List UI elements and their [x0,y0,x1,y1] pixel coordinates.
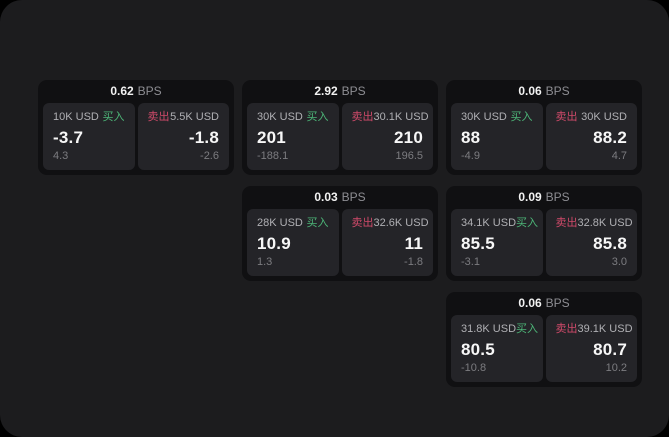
bps-unit-label: BPS [137,84,162,98]
quote-card: 0.62 BPS 10K USD 买入 -3.7 4.3 卖出 5.5K USD [38,80,234,175]
card-header: 0.62 BPS [43,80,229,103]
buy-delta: -4.9 [461,150,480,162]
bps-value: 0.06 [518,296,542,310]
sell-delta: -2.6 [200,150,219,162]
buy-tag: 买入 [102,111,125,123]
quote-card: 0.09 BPS 34.1K USD 买入 85.5 -3.1 卖出 32.8K… [446,186,642,281]
card-body: 31.8K USD 买入 80.5 -10.8 卖出 39.1K USD 80.… [451,315,637,382]
buy-pane[interactable]: 30K USD 买入 201 -188.1 [247,103,339,170]
buy-price: 80.5 [461,340,495,359]
bps-unit-label: BPS [341,84,366,98]
buy-delta: -188.1 [257,150,289,162]
sell-pane[interactable]: 卖出 30.1K USD 210 196.5 [341,103,433,170]
buy-tag: 买入 [510,111,533,123]
buy-size: 30K USD [461,111,507,123]
buy-pane[interactable]: 10K USD 买入 -3.7 4.3 [43,103,135,170]
sell-tag: 卖出 [555,217,578,229]
bps-value: 0.06 [518,84,542,98]
buy-price: 10.9 [257,234,291,253]
sell-tag: 卖出 [351,217,374,229]
quotes-grid: 0.62 BPS 10K USD 买入 -3.7 4.3 卖出 5.5K USD [38,80,642,387]
card-header: 0.06 BPS [451,80,637,103]
buy-delta: -10.8 [461,362,487,374]
sell-delta: 196.5 [395,150,423,162]
sell-tag: 卖出 [147,111,170,123]
sell-size: 32.6K USD [373,217,429,229]
sell-tag: 卖出 [555,323,578,335]
sell-tag: 卖出 [351,111,374,123]
sell-pane[interactable]: 卖出 32.8K USD 85.8 3.0 [545,209,637,276]
card-body: 30K USD 买入 201 -188.1 卖出 30.1K USD 210 1… [247,103,433,170]
sell-delta: 10.2 [605,362,627,374]
card-body: 28K USD 买入 10.9 1.3 卖出 32.6K USD 11 -1.8 [247,209,433,276]
sell-price: 11 [404,234,423,253]
buy-size: 31.8K USD [461,323,517,335]
card-header: 0.06 BPS [451,292,637,315]
sell-delta: 3.0 [611,256,627,268]
buy-delta: 1.3 [257,256,273,268]
buy-tag: 买入 [306,111,329,123]
buy-pane[interactable]: 31.8K USD 买入 80.5 -10.8 [451,315,543,382]
card-body: 10K USD 买入 -3.7 4.3 卖出 5.5K USD -1.8 -2.… [43,103,229,170]
sell-price: 80.7 [593,340,627,359]
sell-price: 85.8 [593,234,627,253]
sell-price: 88.2 [593,128,627,147]
buy-size: 30K USD [257,111,303,123]
buy-pane[interactable]: 34.1K USD 买入 85.5 -3.1 [451,209,543,276]
buy-tag: 买入 [306,217,329,229]
buy-price: 88 [461,128,481,147]
sell-pane[interactable]: 卖出 32.6K USD 11 -1.8 [341,209,433,276]
buy-delta: -3.1 [461,256,480,268]
sell-pane[interactable]: 卖出 5.5K USD -1.8 -2.6 [137,103,229,170]
sell-pane[interactable]: 卖出 39.1K USD 80.7 10.2 [545,315,637,382]
buy-price: 85.5 [461,234,495,253]
card-header: 2.92 BPS [247,80,433,103]
quote-card: 2.92 BPS 30K USD 买入 201 -188.1 卖出 30.1K … [242,80,438,175]
buy-tag: 买入 [516,217,539,229]
buy-tag: 买入 [516,323,539,335]
buy-pane[interactable]: 28K USD 买入 10.9 1.3 [247,209,339,276]
bps-value: 0.09 [518,190,542,204]
sell-tag: 卖出 [555,111,578,123]
sell-delta: -1.8 [404,256,423,268]
buy-size: 28K USD [257,217,303,229]
bps-unit-label: BPS [545,84,570,98]
buy-delta: 4.3 [53,150,69,162]
card-header: 0.03 BPS [247,186,433,209]
bps-unit-label: BPS [545,190,570,204]
sell-delta: 4.7 [611,150,627,162]
bps-value: 0.03 [314,190,338,204]
quote-card: 0.06 BPS 31.8K USD 买入 80.5 -10.8 卖出 39.1… [446,292,642,387]
sell-size: 5.5K USD [170,111,219,123]
bps-value: 2.92 [314,84,338,98]
sell-size: 32.8K USD [577,217,633,229]
buy-pane[interactable]: 30K USD 买入 88 -4.9 [451,103,543,170]
buy-size: 34.1K USD [461,217,517,229]
bps-unit-label: BPS [545,296,570,310]
sell-size: 30K USD [581,111,627,123]
buy-price: -3.7 [53,128,84,147]
sell-size: 39.1K USD [577,323,633,335]
buy-price: 201 [257,128,286,147]
card-header: 0.09 BPS [451,186,637,209]
card-body: 30K USD 买入 88 -4.9 卖出 30K USD 88.2 4.7 [451,103,637,170]
quote-card: 0.06 BPS 30K USD 买入 88 -4.9 卖出 30K USD [446,80,642,175]
buy-size: 10K USD [53,111,99,123]
quote-card: 0.03 BPS 28K USD 买入 10.9 1.3 卖出 32.6K US… [242,186,438,281]
sell-price: -1.8 [188,128,219,147]
sell-pane[interactable]: 卖出 30K USD 88.2 4.7 [545,103,637,170]
bps-unit-label: BPS [341,190,366,204]
sell-size: 30.1K USD [373,111,429,123]
bps-value: 0.62 [110,84,134,98]
sell-price: 210 [394,128,423,147]
card-body: 34.1K USD 买入 85.5 -3.1 卖出 32.8K USD 85.8… [451,209,637,276]
